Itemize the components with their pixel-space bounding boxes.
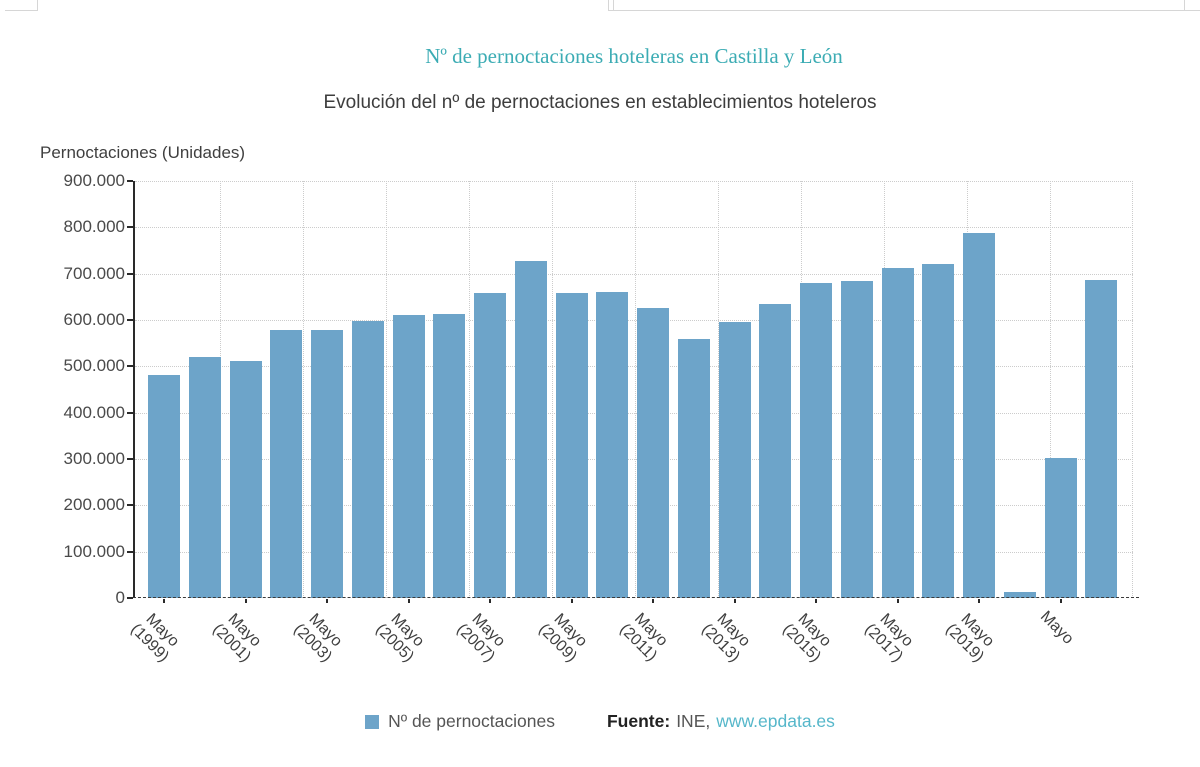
legend-item[interactable]: Nº de pernoctaciones [365,711,555,732]
bar[interactable] [351,320,384,598]
bar[interactable] [555,292,588,598]
bar[interactable] [514,261,547,598]
gridline-horizontal [135,505,1133,507]
legend-swatch-icon [365,714,380,729]
gridline-horizontal [135,412,1133,414]
x-tick-label: Mayo (1999) [126,610,183,666]
bar[interactable] [677,339,710,598]
gridline-vertical [469,181,470,598]
plot-area [127,180,1139,603]
x-tick-label: Mayo (2017) [860,610,916,666]
x-axis-tick [978,599,980,603]
bar[interactable] [922,263,955,598]
bar[interactable] [881,268,914,598]
gridline-vertical [386,181,387,598]
y-axis-tick [127,226,133,229]
x-axis-tick [1059,599,1062,603]
bar[interactable] [433,313,466,598]
y-axis-tick [127,504,133,507]
x-axis-tick [570,599,573,603]
bar[interactable] [1085,280,1118,598]
gridline-vertical [552,181,553,598]
bar[interactable] [229,360,262,598]
gridline-horizontal [135,227,1133,229]
legend-label: Nº de pernoctaciones [388,711,555,731]
source-agency: INE, [676,711,711,731]
y-tick-label: 0 [115,588,125,607]
bar[interactable] [392,314,425,598]
bar[interactable] [800,283,832,598]
bar[interactable] [148,375,180,598]
x-axis-tick [815,599,817,603]
y-tick-label: 200.000 [63,495,125,515]
bar[interactable] [963,233,995,598]
y-axis-tick [127,458,133,460]
gridline-horizontal [135,366,1133,368]
bar[interactable] [1003,592,1036,598]
gridline-vertical [1050,181,1051,598]
x-axis-tick [652,599,654,603]
gridline-horizontal [135,459,1133,460]
x-tick-label: Mayo (2005) [371,610,427,666]
bar[interactable] [474,292,506,598]
y-axis-title: Pernoctaciones (Unidades) [40,143,246,162]
bar[interactable] [270,330,303,598]
x-tick-label: Mayo (2007) [452,610,509,666]
bar[interactable] [759,303,792,598]
gridline-vertical [635,181,636,598]
bar[interactable] [596,291,629,598]
legend: Nº de pernoctaciones Fuente: INE, www.epda… [0,711,1200,732]
x-tick-label: Mayo (2003) [289,610,346,666]
y-tick-label: 100.000 [63,541,125,561]
x-tick-label: Mayo (2011) [615,610,671,665]
x-axis-tick [896,599,899,603]
source-link[interactable]: www.epdata.es [716,711,835,731]
bar[interactable] [840,281,873,598]
y-axis-tick [127,272,133,275]
y-axis-tick [127,411,133,414]
x-axis-tick [244,599,247,603]
gridline-horizontal [135,181,1133,182]
y-tick-label: 800.000 [63,217,125,237]
y-axis-line [133,181,135,598]
y-tick-label: 500.000 [63,356,125,376]
x-axis-tick [407,599,410,603]
x-tick-label: Mayo (2019) [941,610,998,666]
bar[interactable] [188,356,221,598]
x-axis-tick [163,599,165,603]
y-axis-tick [127,319,133,321]
source-line: Fuente: INE, www.epdata.es [607,711,835,732]
x-tick-label: Mayo (2015) [778,610,835,666]
gridline-horizontal [135,551,1133,553]
bar[interactable] [718,321,751,598]
x-tick-label: Mayo (2013) [697,610,753,666]
gridline-horizontal [135,320,1133,321]
y-axis-tick [127,180,133,182]
x-axis-tick [733,599,736,603]
x-tick-label: Mayo (2009) [534,610,590,666]
y-axis-tick [127,597,133,599]
x-tick-label: Mayo (2001) [208,610,264,666]
y-axis-tick [127,550,133,553]
chart-title: Nº de pernoctaciones hoteleras en Castil… [425,44,843,68]
bar[interactable] [1044,457,1077,598]
gridline-vertical [303,181,304,598]
x-tick-label: Mayo [1036,608,1077,648]
x-axis-tick [326,599,328,603]
source-label: Fuente: [606,711,671,731]
bar[interactable] [637,307,669,598]
chart-subtitle: Evolución del nº de pernoctaciones en es… [323,92,877,113]
y-tick-label: 400.000 [63,402,125,422]
y-axis-tick [127,365,133,368]
gridline-vertical [1132,181,1133,598]
gridline-horizontal [135,273,1133,275]
x-axis-line [133,597,1139,598]
x-axis-tick [489,599,491,603]
y-tick-label: 600.000 [63,310,125,329]
y-tick-label: 900.000 [63,171,125,190]
y-tick-label: 300.000 [63,449,125,468]
y-tick-label: 700.000 [63,263,125,283]
bar[interactable] [311,330,343,598]
